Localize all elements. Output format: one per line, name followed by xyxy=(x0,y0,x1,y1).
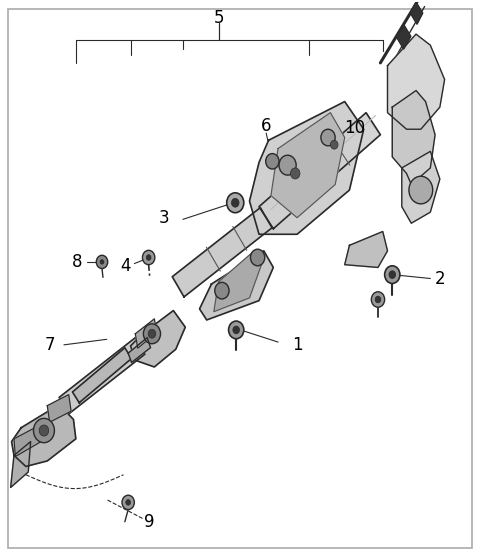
Text: 2: 2 xyxy=(434,270,445,287)
Text: 6: 6 xyxy=(261,118,271,135)
Polygon shape xyxy=(410,2,423,24)
Text: 7: 7 xyxy=(45,336,55,354)
Circle shape xyxy=(231,198,239,207)
Circle shape xyxy=(148,329,156,338)
Polygon shape xyxy=(172,208,272,297)
Polygon shape xyxy=(11,442,31,487)
Polygon shape xyxy=(131,311,185,367)
Polygon shape xyxy=(345,232,387,267)
Polygon shape xyxy=(392,91,435,184)
Circle shape xyxy=(144,324,160,344)
Circle shape xyxy=(389,271,396,278)
Circle shape xyxy=(126,500,131,505)
Polygon shape xyxy=(397,25,411,49)
Polygon shape xyxy=(12,404,76,466)
Circle shape xyxy=(39,425,48,436)
Circle shape xyxy=(146,255,151,260)
Circle shape xyxy=(330,140,338,149)
Polygon shape xyxy=(214,251,262,312)
Circle shape xyxy=(321,129,335,146)
Circle shape xyxy=(251,249,265,266)
Circle shape xyxy=(34,418,54,443)
Circle shape xyxy=(409,176,432,204)
Polygon shape xyxy=(14,425,41,457)
Polygon shape xyxy=(200,251,273,320)
Circle shape xyxy=(372,292,384,307)
Circle shape xyxy=(100,260,104,264)
Text: 8: 8 xyxy=(72,253,83,271)
Circle shape xyxy=(279,155,296,175)
Circle shape xyxy=(227,193,244,213)
Circle shape xyxy=(384,266,400,284)
Text: 5: 5 xyxy=(213,8,224,27)
Circle shape xyxy=(215,282,229,299)
Circle shape xyxy=(96,255,108,268)
Polygon shape xyxy=(402,152,440,223)
Circle shape xyxy=(143,250,155,265)
Polygon shape xyxy=(259,113,381,229)
Polygon shape xyxy=(387,34,444,129)
Circle shape xyxy=(290,168,300,179)
Polygon shape xyxy=(250,101,364,234)
Polygon shape xyxy=(72,348,132,403)
Polygon shape xyxy=(59,338,145,414)
Polygon shape xyxy=(135,319,157,348)
Text: 9: 9 xyxy=(144,513,155,531)
Text: 10: 10 xyxy=(344,119,365,137)
Circle shape xyxy=(266,154,279,169)
Text: 4: 4 xyxy=(120,257,131,275)
Text: 1: 1 xyxy=(292,336,302,354)
Polygon shape xyxy=(48,394,71,422)
Circle shape xyxy=(375,296,381,303)
Polygon shape xyxy=(271,113,345,218)
Polygon shape xyxy=(128,338,151,363)
Circle shape xyxy=(228,321,244,339)
Text: 3: 3 xyxy=(158,209,169,227)
Circle shape xyxy=(122,495,134,510)
Circle shape xyxy=(233,326,240,334)
